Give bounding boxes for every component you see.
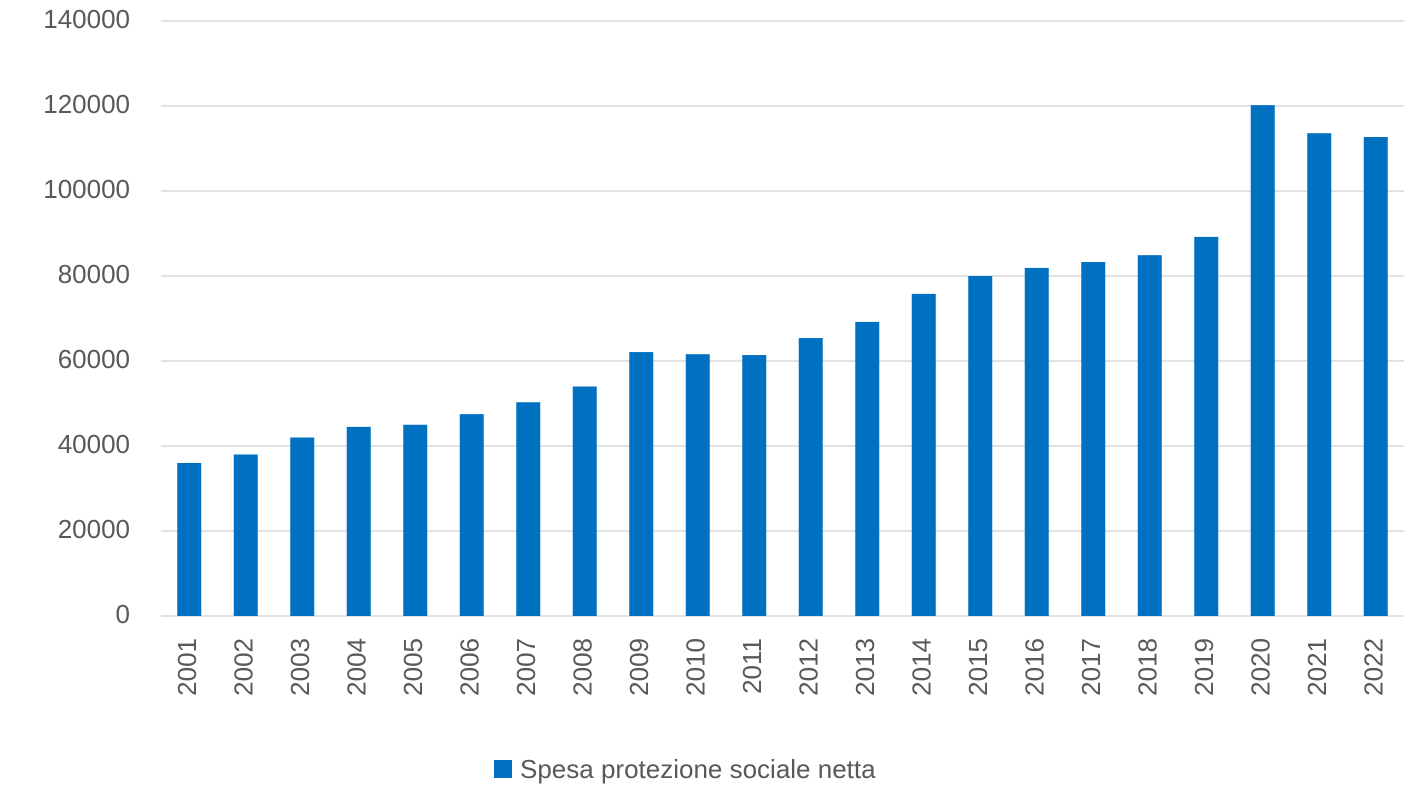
x-tick-label: 2006 xyxy=(455,638,485,696)
bar xyxy=(1024,267,1049,616)
bar xyxy=(798,338,823,616)
bar xyxy=(1250,105,1275,617)
bar xyxy=(1307,133,1332,616)
x-tick-label: 2022 xyxy=(1359,638,1389,696)
bar xyxy=(1081,261,1106,616)
y-tick-label: 120000 xyxy=(43,89,130,119)
x-tick-label: 2011 xyxy=(737,638,767,694)
x-tick-label: 2013 xyxy=(850,638,880,696)
y-tick-label: 60000 xyxy=(58,344,130,374)
bar xyxy=(346,426,371,616)
x-tick-label: 2016 xyxy=(1020,638,1050,696)
bar xyxy=(685,354,710,616)
bar xyxy=(459,414,484,616)
bar xyxy=(516,402,541,616)
x-tick-label: 2010 xyxy=(681,638,711,696)
y-tick-label: 20000 xyxy=(58,514,130,544)
legend-swatch xyxy=(494,760,512,778)
x-tick-label: 2009 xyxy=(624,638,654,696)
x-tick-label: 2004 xyxy=(342,638,372,696)
x-tick-label: 2003 xyxy=(285,638,315,696)
bar xyxy=(968,276,993,616)
x-tick-label: 2020 xyxy=(1246,638,1276,696)
bar xyxy=(403,424,428,616)
x-tick-label: 2008 xyxy=(568,638,598,696)
y-tick-label: 40000 xyxy=(58,429,130,459)
x-tick-label: 2001 xyxy=(172,638,202,696)
bar xyxy=(233,454,258,616)
y-tick-label: 80000 xyxy=(58,259,130,289)
x-tick-label: 2007 xyxy=(511,638,541,696)
bar xyxy=(1194,236,1219,616)
x-tick-label: 2014 xyxy=(907,638,937,696)
x-tick-label: 2017 xyxy=(1076,638,1106,696)
x-tick-label: 2018 xyxy=(1133,638,1163,696)
bar xyxy=(572,386,597,616)
bar xyxy=(1363,137,1388,616)
y-tick-label: 100000 xyxy=(43,174,130,204)
bar xyxy=(911,293,936,616)
y-tick-label: 0 xyxy=(116,599,130,629)
bar xyxy=(290,437,315,616)
legend-label: Spesa protezione sociale netta xyxy=(520,754,876,784)
y-tick-label: 140000 xyxy=(43,4,130,34)
bar xyxy=(629,352,654,616)
x-tick-label: 2019 xyxy=(1189,638,1219,696)
bar xyxy=(742,355,767,616)
x-tick-label: 2005 xyxy=(398,638,428,696)
x-tick-label: 2015 xyxy=(963,638,993,696)
bar xyxy=(177,463,202,616)
x-tick-label: 2002 xyxy=(229,638,259,696)
bar xyxy=(1137,255,1162,617)
x-tick-label: 2012 xyxy=(794,638,824,696)
x-tick-label: 2021 xyxy=(1302,638,1332,696)
bar xyxy=(855,321,880,616)
